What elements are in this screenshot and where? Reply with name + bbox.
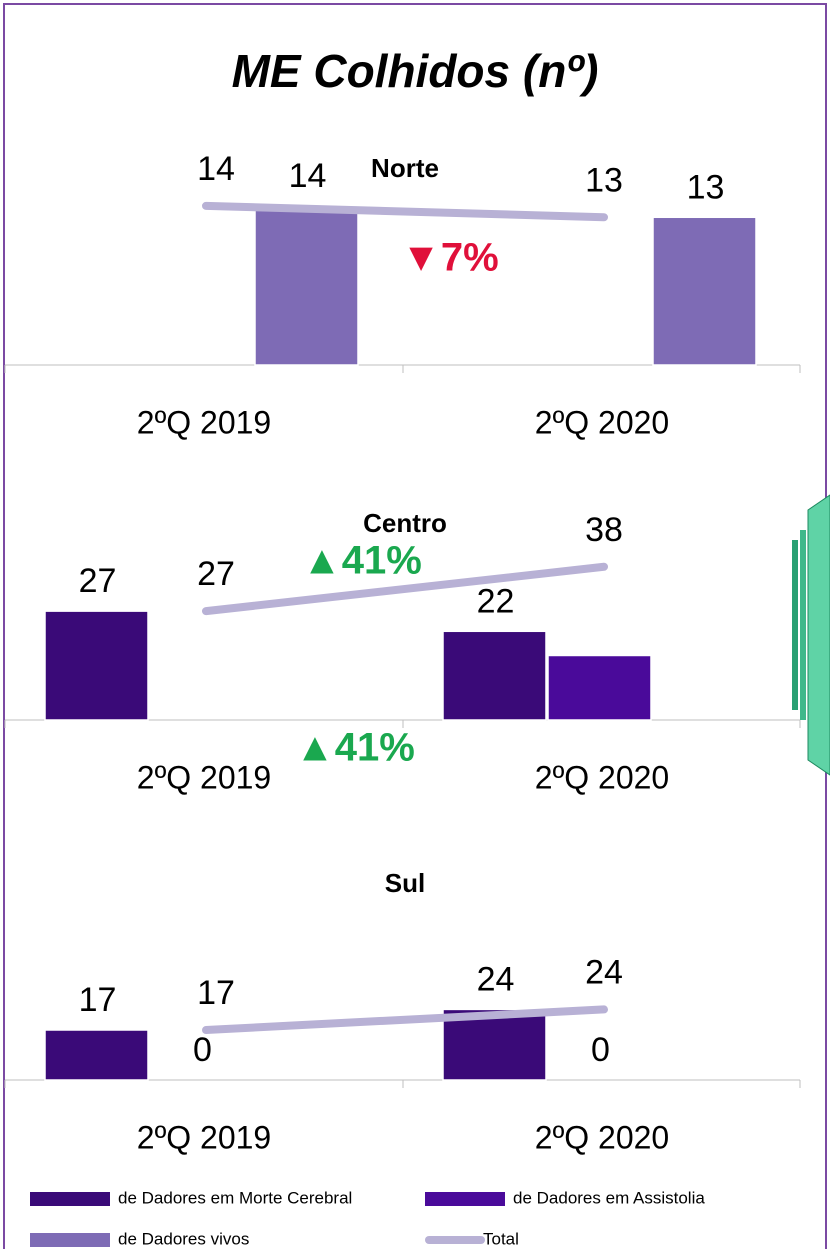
annotation: ▲41% (295, 726, 415, 770)
bar (652, 216, 757, 366)
bar (442, 630, 547, 721)
bar (44, 610, 149, 721)
legend-label: de Dadores em Morte Cerebral (118, 1188, 352, 1207)
bar (442, 1008, 547, 1081)
data-label: 0 (193, 1031, 212, 1069)
legend-label: de Dadores vivos (118, 1229, 249, 1248)
bar (254, 205, 359, 366)
bar (547, 654, 652, 721)
x-tick-label: 2ºQ 2019 (137, 404, 271, 440)
data-label: 0 (591, 1031, 610, 1069)
data-label: 14 (289, 157, 327, 195)
arrow-decoration (792, 494, 830, 776)
data-label: 27 (197, 555, 235, 593)
subtitle: Centro (363, 508, 447, 538)
data-label: 14 (197, 150, 235, 188)
legend-label: de Dadores em Assistolia (513, 1188, 705, 1207)
x-tick-label: 2ºQ 2019 (137, 1119, 271, 1155)
legend-swatch (425, 1192, 505, 1206)
subtitle: Norte (371, 153, 439, 183)
legend-label: Total (483, 1229, 519, 1248)
legend-swatch (30, 1192, 110, 1206)
data-label: 24 (585, 953, 623, 991)
data-label: 38 (585, 511, 623, 549)
data-label: 24 (477, 960, 515, 998)
data-label: 13 (687, 168, 725, 206)
annotation: ▼7% (401, 236, 498, 280)
total-line (202, 562, 608, 616)
x-tick-label: 2ºQ 2020 (535, 1119, 669, 1155)
x-tick-label: 2ºQ 2020 (535, 404, 669, 440)
annotation: ▲41% (302, 539, 422, 583)
data-label: 22 (477, 582, 515, 620)
data-label: 17 (79, 981, 117, 1019)
total-line (202, 1005, 608, 1034)
x-tick-label: 2ºQ 2020 (535, 759, 669, 795)
data-label: 13 (585, 161, 623, 199)
subtitle: Sul (385, 868, 425, 898)
chart-title: ME Colhidos (nº) (232, 45, 599, 97)
data-label: 17 (197, 974, 235, 1012)
total-line (202, 201, 608, 222)
bar (44, 1029, 149, 1081)
x-tick-label: 2ºQ 2019 (137, 759, 271, 795)
legend-swatch (30, 1233, 110, 1247)
data-label: 27 (79, 562, 117, 600)
